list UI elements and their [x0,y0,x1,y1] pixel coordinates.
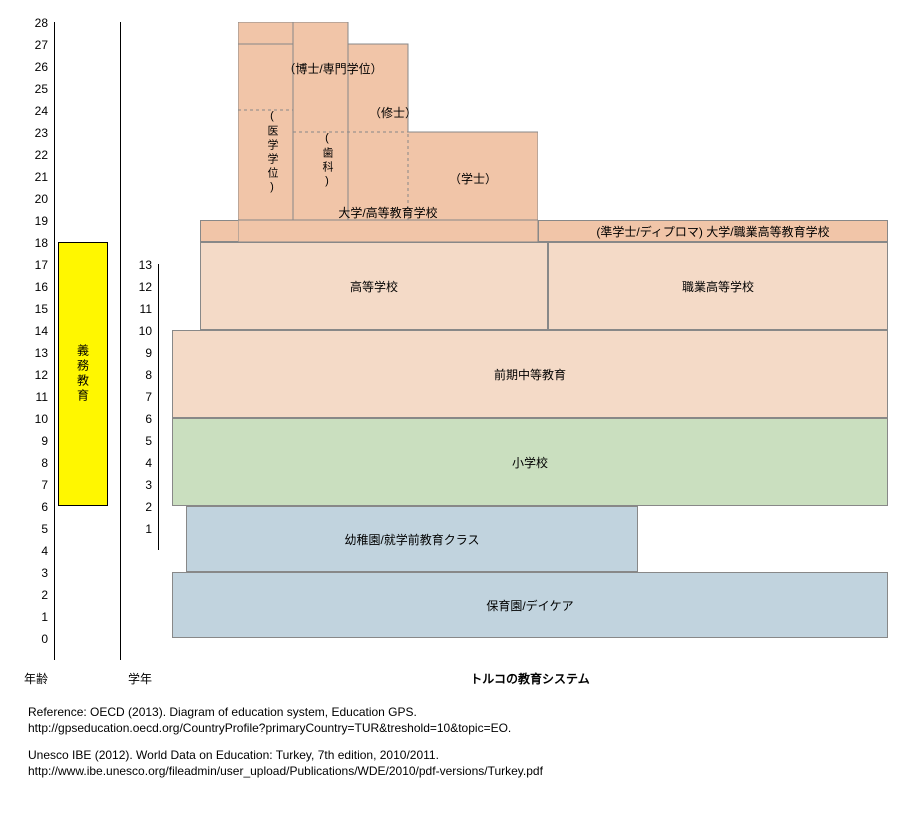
master-label: （修士） [348,104,438,121]
age-tick: 2 [18,588,48,602]
age-tick: 11 [18,390,48,404]
age-tick: 24 [18,104,48,118]
assoc-label: (準学士/ディプロマ) [596,223,703,240]
age-tick: 26 [18,60,48,74]
reference-line-4: http://www.ibe.unesco.org/fileadmin/user… [28,764,543,778]
university-label: 大学/高等教育学校 [238,204,538,221]
age-tick: 9 [18,434,48,448]
age-tick: 13 [18,346,48,360]
grade-tick: 9 [126,346,152,360]
age-tick: 19 [18,214,48,228]
doctorate-label: （博士/専門学位） [238,60,428,77]
grade-tick: 2 [126,500,152,514]
age-tick: 5 [18,522,48,536]
age-tick: 21 [18,170,48,184]
age-tick: 16 [18,280,48,294]
grade-tick: 4 [126,456,152,470]
grade-tick: 5 [126,434,152,448]
age-axis-line [54,22,55,660]
grade-tick: 13 [126,258,152,272]
grade-tick: 7 [126,390,152,404]
grade-tick: 6 [126,412,152,426]
block-kindergarten: 幼稚園/就学前教育クラス [186,506,638,572]
grade-axis-line [120,22,121,660]
bachelor-label: （学士） [408,170,538,187]
grade-axis-line-right [158,264,159,550]
reference-line-2: http://gpseducation.oecd.org/CountryProf… [28,721,511,735]
block-primary: 小学校 [172,418,888,506]
medical-degree-label: (医学学位) [250,110,280,220]
age-tick: 23 [18,126,48,140]
age-tick: 18 [18,236,48,250]
age-tick: 25 [18,82,48,96]
grade-tick: 1 [126,522,152,536]
compulsory-bar: 義務教育 [58,242,108,506]
age-tick: 4 [18,544,48,558]
block-upper-secondary-step [200,220,238,242]
block-daycare: 保育園/デイケア [172,572,888,638]
block-vocational-university: (準学士/ディプロマ) 大学/職業高等教育学校 [538,220,888,242]
age-tick: 14 [18,324,48,338]
reference-line-3: Unesco IBE (2012). World Data on Educati… [28,748,439,762]
age-tick: 10 [18,412,48,426]
grade-tick: 10 [126,324,152,338]
grade-tick: 3 [126,478,152,492]
diagram-root: 2827262524232221201918171615141312111098… [0,0,897,814]
age-tick: 3 [18,566,48,580]
age-tick: 27 [18,38,48,52]
dental-degree-label: (歯科) [305,132,335,220]
block-upper-secondary-general: 高等学校 [200,242,548,330]
age-tick: 0 [18,632,48,646]
grade-axis-label: 学年 [122,670,158,687]
age-axis-label: 年齢 [18,670,54,687]
block-lower-secondary: 前期中等教育 [172,330,888,418]
block-upper-secondary-vocational: 職業高等学校 [548,242,888,330]
age-tick: 28 [18,16,48,30]
age-tick: 22 [18,148,48,162]
age-tick: 12 [18,368,48,382]
chart-title: トルコの教育システム [172,670,888,687]
grade-tick: 12 [126,280,152,294]
age-tick: 17 [18,258,48,272]
age-tick: 6 [18,500,48,514]
reference-line-1: Reference: OECD (2013). Diagram of educa… [28,705,417,719]
grade-tick: 8 [126,368,152,382]
age-tick: 1 [18,610,48,624]
age-tick: 7 [18,478,48,492]
age-tick: 8 [18,456,48,470]
age-tick: 15 [18,302,48,316]
age-tick: 20 [18,192,48,206]
grade-tick: 11 [126,302,152,316]
voc-uni-label: 大学/職業高等教育学校 [706,223,829,240]
